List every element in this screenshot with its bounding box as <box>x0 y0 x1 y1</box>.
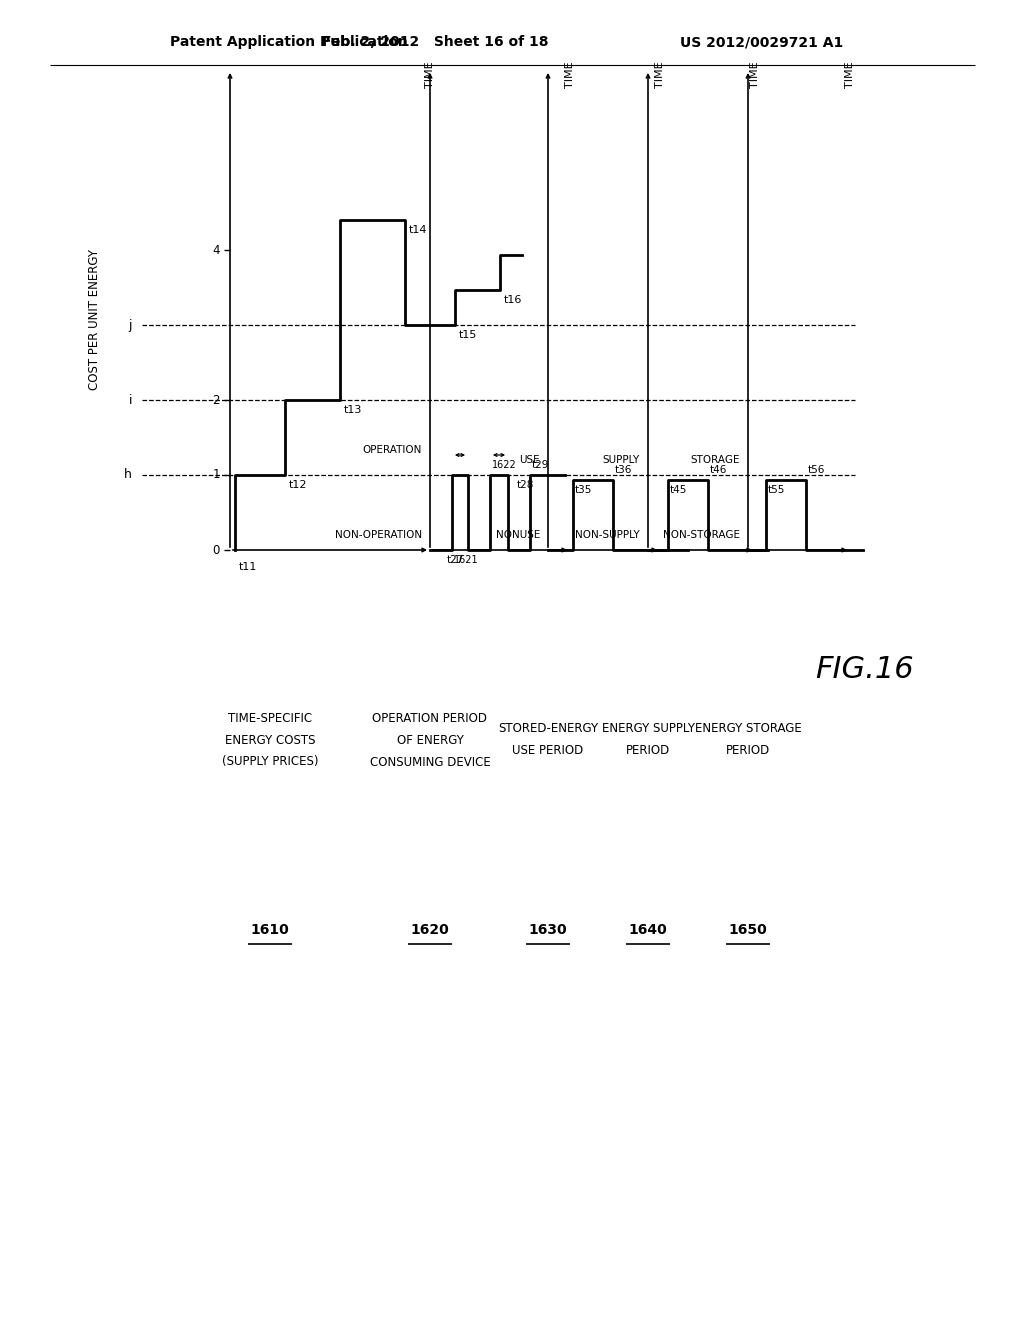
Text: USE: USE <box>519 455 540 465</box>
Text: t14: t14 <box>409 224 427 235</box>
Text: t28: t28 <box>517 480 535 490</box>
Text: ENERGY SUPPLY: ENERGY SUPPLY <box>601 722 694 735</box>
Text: t46: t46 <box>710 465 727 475</box>
Text: t11: t11 <box>239 562 257 572</box>
Text: 1650: 1650 <box>729 923 767 937</box>
Text: TIME: TIME <box>425 62 435 88</box>
Text: t55: t55 <box>768 484 785 495</box>
Text: 1640: 1640 <box>629 923 668 937</box>
Text: STORAGE: STORAGE <box>690 455 740 465</box>
Text: t35: t35 <box>575 484 592 495</box>
Text: 1622: 1622 <box>492 459 517 470</box>
Text: 4: 4 <box>213 243 220 256</box>
Text: COST PER UNIT ENERGY: COST PER UNIT ENERGY <box>88 249 101 391</box>
Text: ENERGY COSTS: ENERGY COSTS <box>224 734 315 747</box>
Text: TIME: TIME <box>565 62 575 88</box>
Text: PERIOD: PERIOD <box>626 744 670 758</box>
Text: 1: 1 <box>213 469 220 482</box>
Text: t12: t12 <box>289 480 307 490</box>
Text: TIME-SPECIFIC: TIME-SPECIFIC <box>228 711 312 725</box>
Text: STORED-ENERGY: STORED-ENERGY <box>498 722 598 735</box>
Text: t29: t29 <box>532 459 549 470</box>
Text: Feb. 2, 2012   Sheet 16 of 18: Feb. 2, 2012 Sheet 16 of 18 <box>322 36 548 49</box>
Text: 1620: 1620 <box>411 923 450 937</box>
Text: j: j <box>128 318 132 331</box>
Text: FIG.16: FIG.16 <box>816 656 914 685</box>
Text: NON-SUPPLY: NON-SUPPLY <box>575 531 640 540</box>
Text: t45: t45 <box>670 484 687 495</box>
Text: t16: t16 <box>504 294 522 305</box>
Text: 1630: 1630 <box>528 923 567 937</box>
Text: t56: t56 <box>808 465 825 475</box>
Text: t36: t36 <box>615 465 633 475</box>
Text: i: i <box>128 393 132 407</box>
Text: 1610: 1610 <box>251 923 290 937</box>
Text: USE PERIOD: USE PERIOD <box>512 744 584 758</box>
Text: TIME: TIME <box>845 62 855 88</box>
Text: TIME: TIME <box>655 62 665 88</box>
Text: t15: t15 <box>459 330 477 341</box>
Text: OPERATION: OPERATION <box>362 445 422 455</box>
Text: 1621: 1621 <box>454 554 478 565</box>
Text: 0: 0 <box>213 544 220 557</box>
Text: ENERGY STORAGE: ENERGY STORAGE <box>694 722 802 735</box>
Text: US 2012/0029721 A1: US 2012/0029721 A1 <box>680 36 843 49</box>
Text: CONSUMING DEVICE: CONSUMING DEVICE <box>370 755 490 768</box>
Text: Patent Application Publication: Patent Application Publication <box>170 36 408 49</box>
Text: TIME: TIME <box>750 62 760 88</box>
Text: t27: t27 <box>447 554 464 565</box>
Text: h: h <box>124 469 132 482</box>
Text: NON-STORAGE: NON-STORAGE <box>663 531 740 540</box>
Text: OF ENERGY: OF ENERGY <box>396 734 464 747</box>
Text: PERIOD: PERIOD <box>726 744 770 758</box>
Text: (SUPPLY PRICES): (SUPPLY PRICES) <box>222 755 318 768</box>
Text: NONUSE: NONUSE <box>496 531 540 540</box>
Text: 2: 2 <box>213 393 220 407</box>
Text: OPERATION PERIOD: OPERATION PERIOD <box>373 711 487 725</box>
Text: SUPPLY: SUPPLY <box>603 455 640 465</box>
Text: t13: t13 <box>344 405 362 414</box>
Text: NON-OPERATION: NON-OPERATION <box>335 531 422 540</box>
